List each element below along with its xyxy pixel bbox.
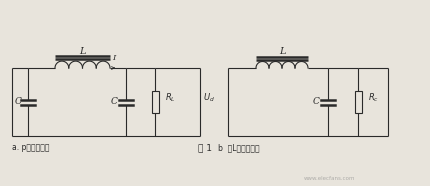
Text: C: C (111, 97, 117, 107)
Text: L: L (79, 47, 86, 57)
Text: I: I (112, 54, 115, 62)
Text: 图 1: 图 1 (198, 144, 212, 153)
Bar (151, 91, 159, 113)
Text: L: L (279, 47, 285, 57)
Text: $R_L$: $R_L$ (165, 92, 176, 104)
Text: b  倒L形滤波电路: b 倒L形滤波电路 (218, 144, 260, 153)
Bar (354, 91, 362, 113)
Text: $U_d$: $U_d$ (203, 92, 215, 104)
Text: C: C (15, 97, 22, 107)
Text: www.elecfans.com: www.elecfans.com (304, 176, 356, 180)
Text: C: C (313, 97, 319, 107)
Text: a. p形滤波电路: a. p形滤波电路 (12, 144, 49, 153)
Text: $R_c$: $R_c$ (368, 92, 379, 104)
